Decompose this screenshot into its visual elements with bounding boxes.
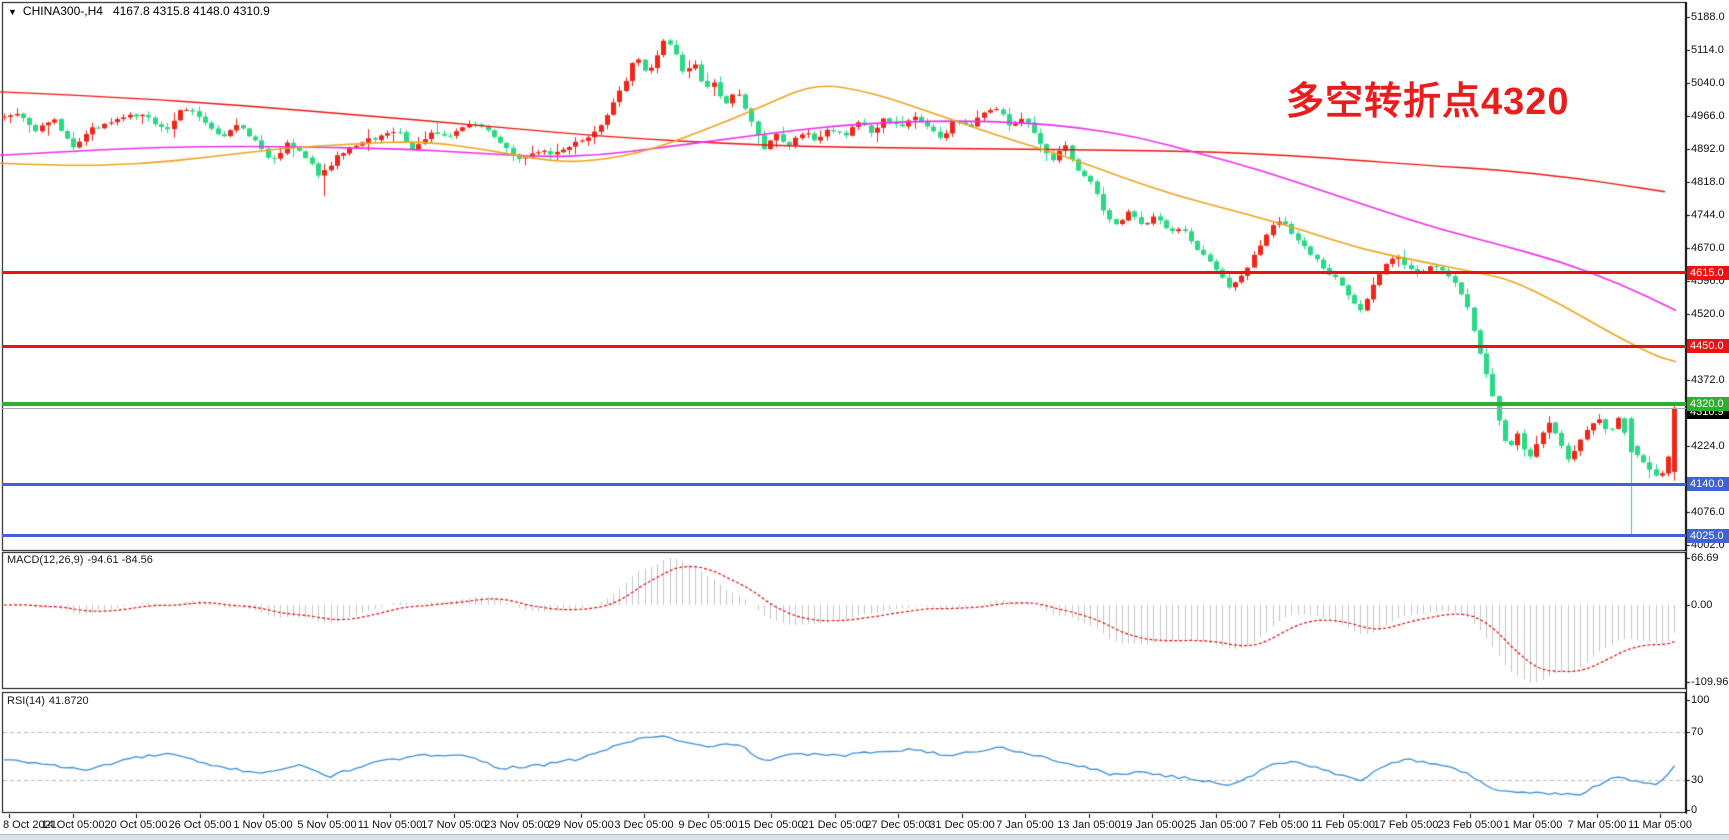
hline-4025.0[interactable] <box>2 534 1686 537</box>
macd-label: MACD(12,26,9) -94.61 -84.56 <box>7 554 157 566</box>
current-price-line <box>2 408 1686 409</box>
hline-4320.0[interactable] <box>2 402 1686 406</box>
trend-annotation-text[interactable]: 多空转折点4320 <box>1286 81 1570 123</box>
hline-4615.0[interactable] <box>2 271 1686 274</box>
macd-label-values: -94.61 -84.56 <box>87 554 153 566</box>
rsi-label-name: RSI(14) <box>7 695 45 707</box>
time-axis[interactable] <box>2 813 1729 834</box>
rsi-label-value: 41.8720 <box>48 695 89 707</box>
hline-4140.0[interactable] <box>2 483 1686 486</box>
bottom-strip <box>0 834 1729 840</box>
hline-4450.0[interactable] <box>2 345 1686 348</box>
macd-label-name: MACD(12,26,9) <box>7 554 84 566</box>
ohlc-readout: 4167.8 4315.8 4148.0 4310.9 <box>112 4 270 18</box>
rsi-label: RSI(14) 41.8720 <box>7 695 93 707</box>
collapse-chart-icon[interactable]: ▼ <box>8 7 17 17</box>
symbol-period-title: CHINA300-,H4 <box>22 4 103 18</box>
chart-title: ▼ CHINA300-,H4 4167.8 4315.8 4148.0 4310.9 <box>8 4 270 18</box>
price-axis[interactable] <box>1686 2 1729 813</box>
